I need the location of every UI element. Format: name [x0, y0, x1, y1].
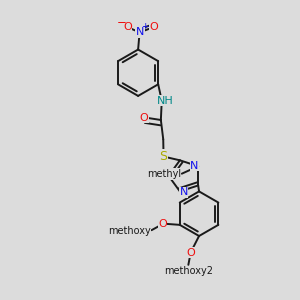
Text: N: N [190, 161, 199, 171]
Text: O: O [140, 112, 148, 123]
Text: O: O [123, 22, 132, 32]
Text: +: + [141, 22, 149, 31]
Text: N: N [136, 27, 144, 37]
Text: O: O [149, 22, 158, 32]
Text: −: − [117, 16, 127, 29]
Text: N: N [168, 170, 176, 180]
Text: S: S [160, 150, 167, 163]
Text: methoxy2: methoxy2 [164, 266, 213, 276]
Text: methyl: methyl [147, 169, 181, 179]
Text: methoxy: methoxy [108, 226, 151, 236]
Text: NH: NH [157, 96, 174, 106]
Text: N: N [180, 187, 188, 197]
Text: O: O [186, 248, 195, 258]
Text: methyl: methyl [149, 169, 181, 178]
Text: O: O [158, 219, 167, 229]
